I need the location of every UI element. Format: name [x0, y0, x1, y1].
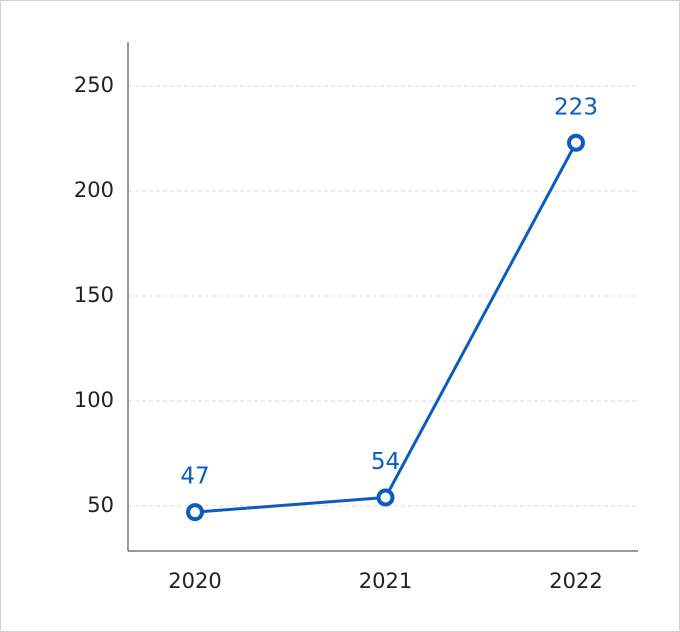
x-tick-label: 2021 — [359, 569, 412, 593]
y-tick-label: 250 — [74, 73, 114, 97]
y-tick-label: 200 — [74, 178, 114, 202]
x-tick-label: 2020 — [168, 569, 221, 593]
data-label: 223 — [554, 94, 598, 120]
data-label: 54 — [371, 449, 400, 475]
y-tick-label: 100 — [74, 388, 114, 412]
x-tick-label: 2022 — [549, 569, 602, 593]
marker — [186, 503, 204, 522]
data-label: 47 — [180, 464, 209, 490]
y-tick-label: 150 — [74, 283, 114, 307]
y-tick-label: 50 — [87, 493, 114, 517]
marker — [376, 488, 395, 507]
marker — [567, 133, 585, 152]
